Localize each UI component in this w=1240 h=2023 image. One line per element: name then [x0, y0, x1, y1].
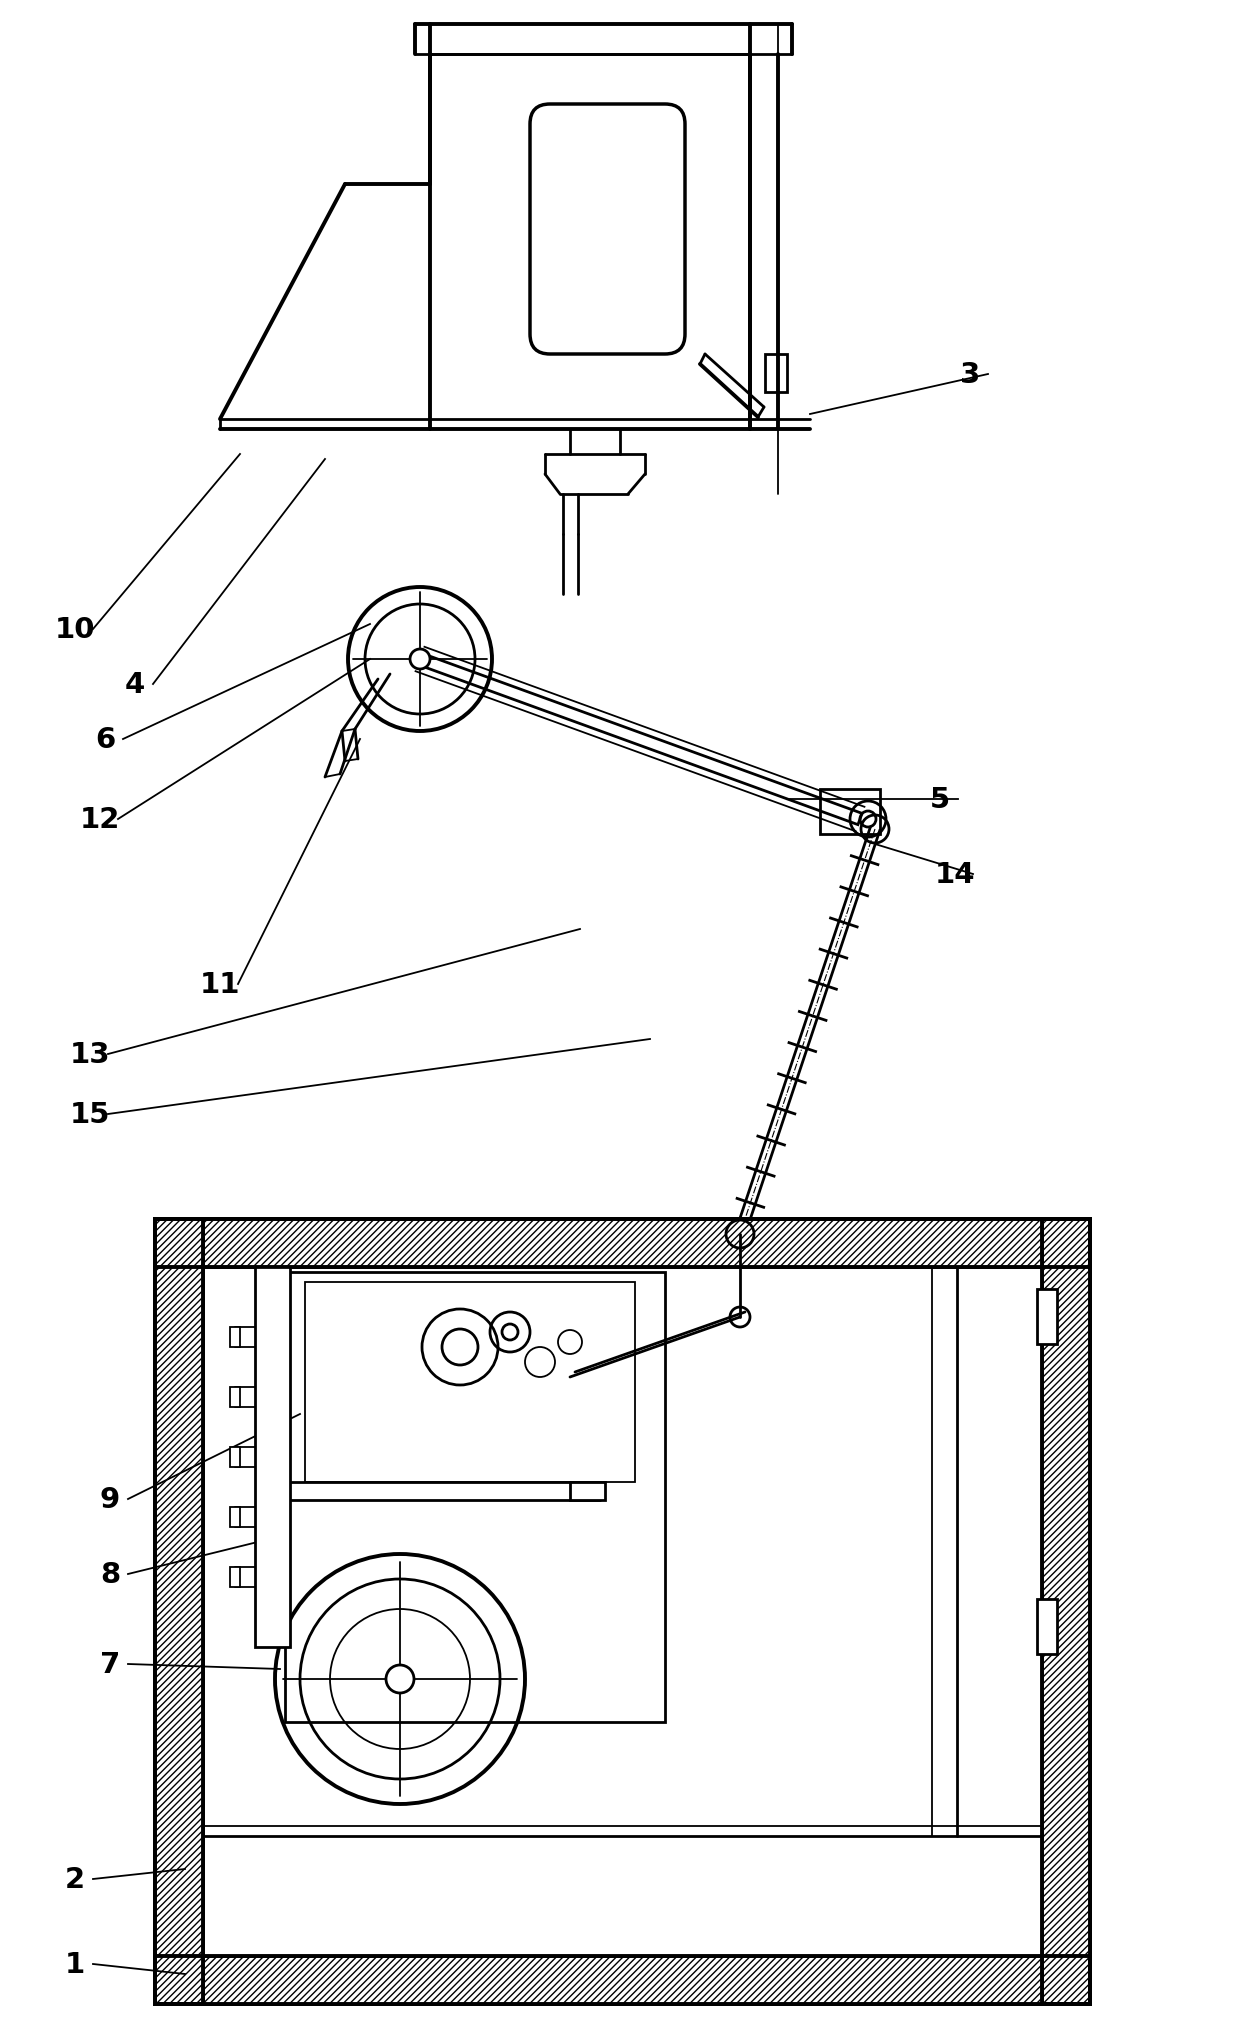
Bar: [229, 1507, 241, 1527]
Text: 2: 2: [64, 1865, 86, 1894]
Text: 9: 9: [100, 1485, 120, 1513]
Bar: [155, 1220, 1090, 1266]
Text: 11: 11: [200, 971, 241, 999]
Circle shape: [410, 649, 430, 670]
Bar: [155, 1220, 1090, 2005]
Bar: [305, 1283, 635, 1483]
Text: 4: 4: [125, 672, 145, 698]
Bar: [155, 1220, 203, 2005]
Text: 14: 14: [935, 860, 975, 888]
Bar: [155, 1956, 1090, 2005]
Text: 1: 1: [64, 1950, 86, 1978]
Bar: [229, 1446, 241, 1467]
Text: 12: 12: [79, 805, 120, 833]
Bar: [820, 789, 880, 835]
Bar: [255, 1266, 290, 1647]
Bar: [229, 1568, 241, 1588]
Text: 13: 13: [69, 1040, 110, 1068]
Text: 8: 8: [100, 1560, 120, 1588]
Circle shape: [386, 1665, 414, 1693]
Bar: [229, 1327, 241, 1347]
Text: 3: 3: [960, 360, 980, 388]
Text: 5: 5: [930, 785, 950, 813]
Bar: [155, 1220, 1090, 1266]
Bar: [1042, 1220, 1090, 2005]
Bar: [155, 1956, 1090, 2005]
Bar: [229, 1388, 241, 1408]
Text: 6: 6: [95, 726, 115, 755]
Bar: [155, 1220, 203, 2005]
Bar: [765, 354, 787, 392]
Bar: [570, 1483, 605, 1501]
Bar: [1042, 1220, 1090, 2005]
Bar: [1037, 1600, 1056, 1655]
Bar: [285, 1272, 665, 1722]
Text: 10: 10: [55, 615, 95, 643]
Bar: [1037, 1289, 1056, 1345]
Text: 7: 7: [99, 1651, 120, 1679]
Text: 15: 15: [69, 1101, 110, 1129]
